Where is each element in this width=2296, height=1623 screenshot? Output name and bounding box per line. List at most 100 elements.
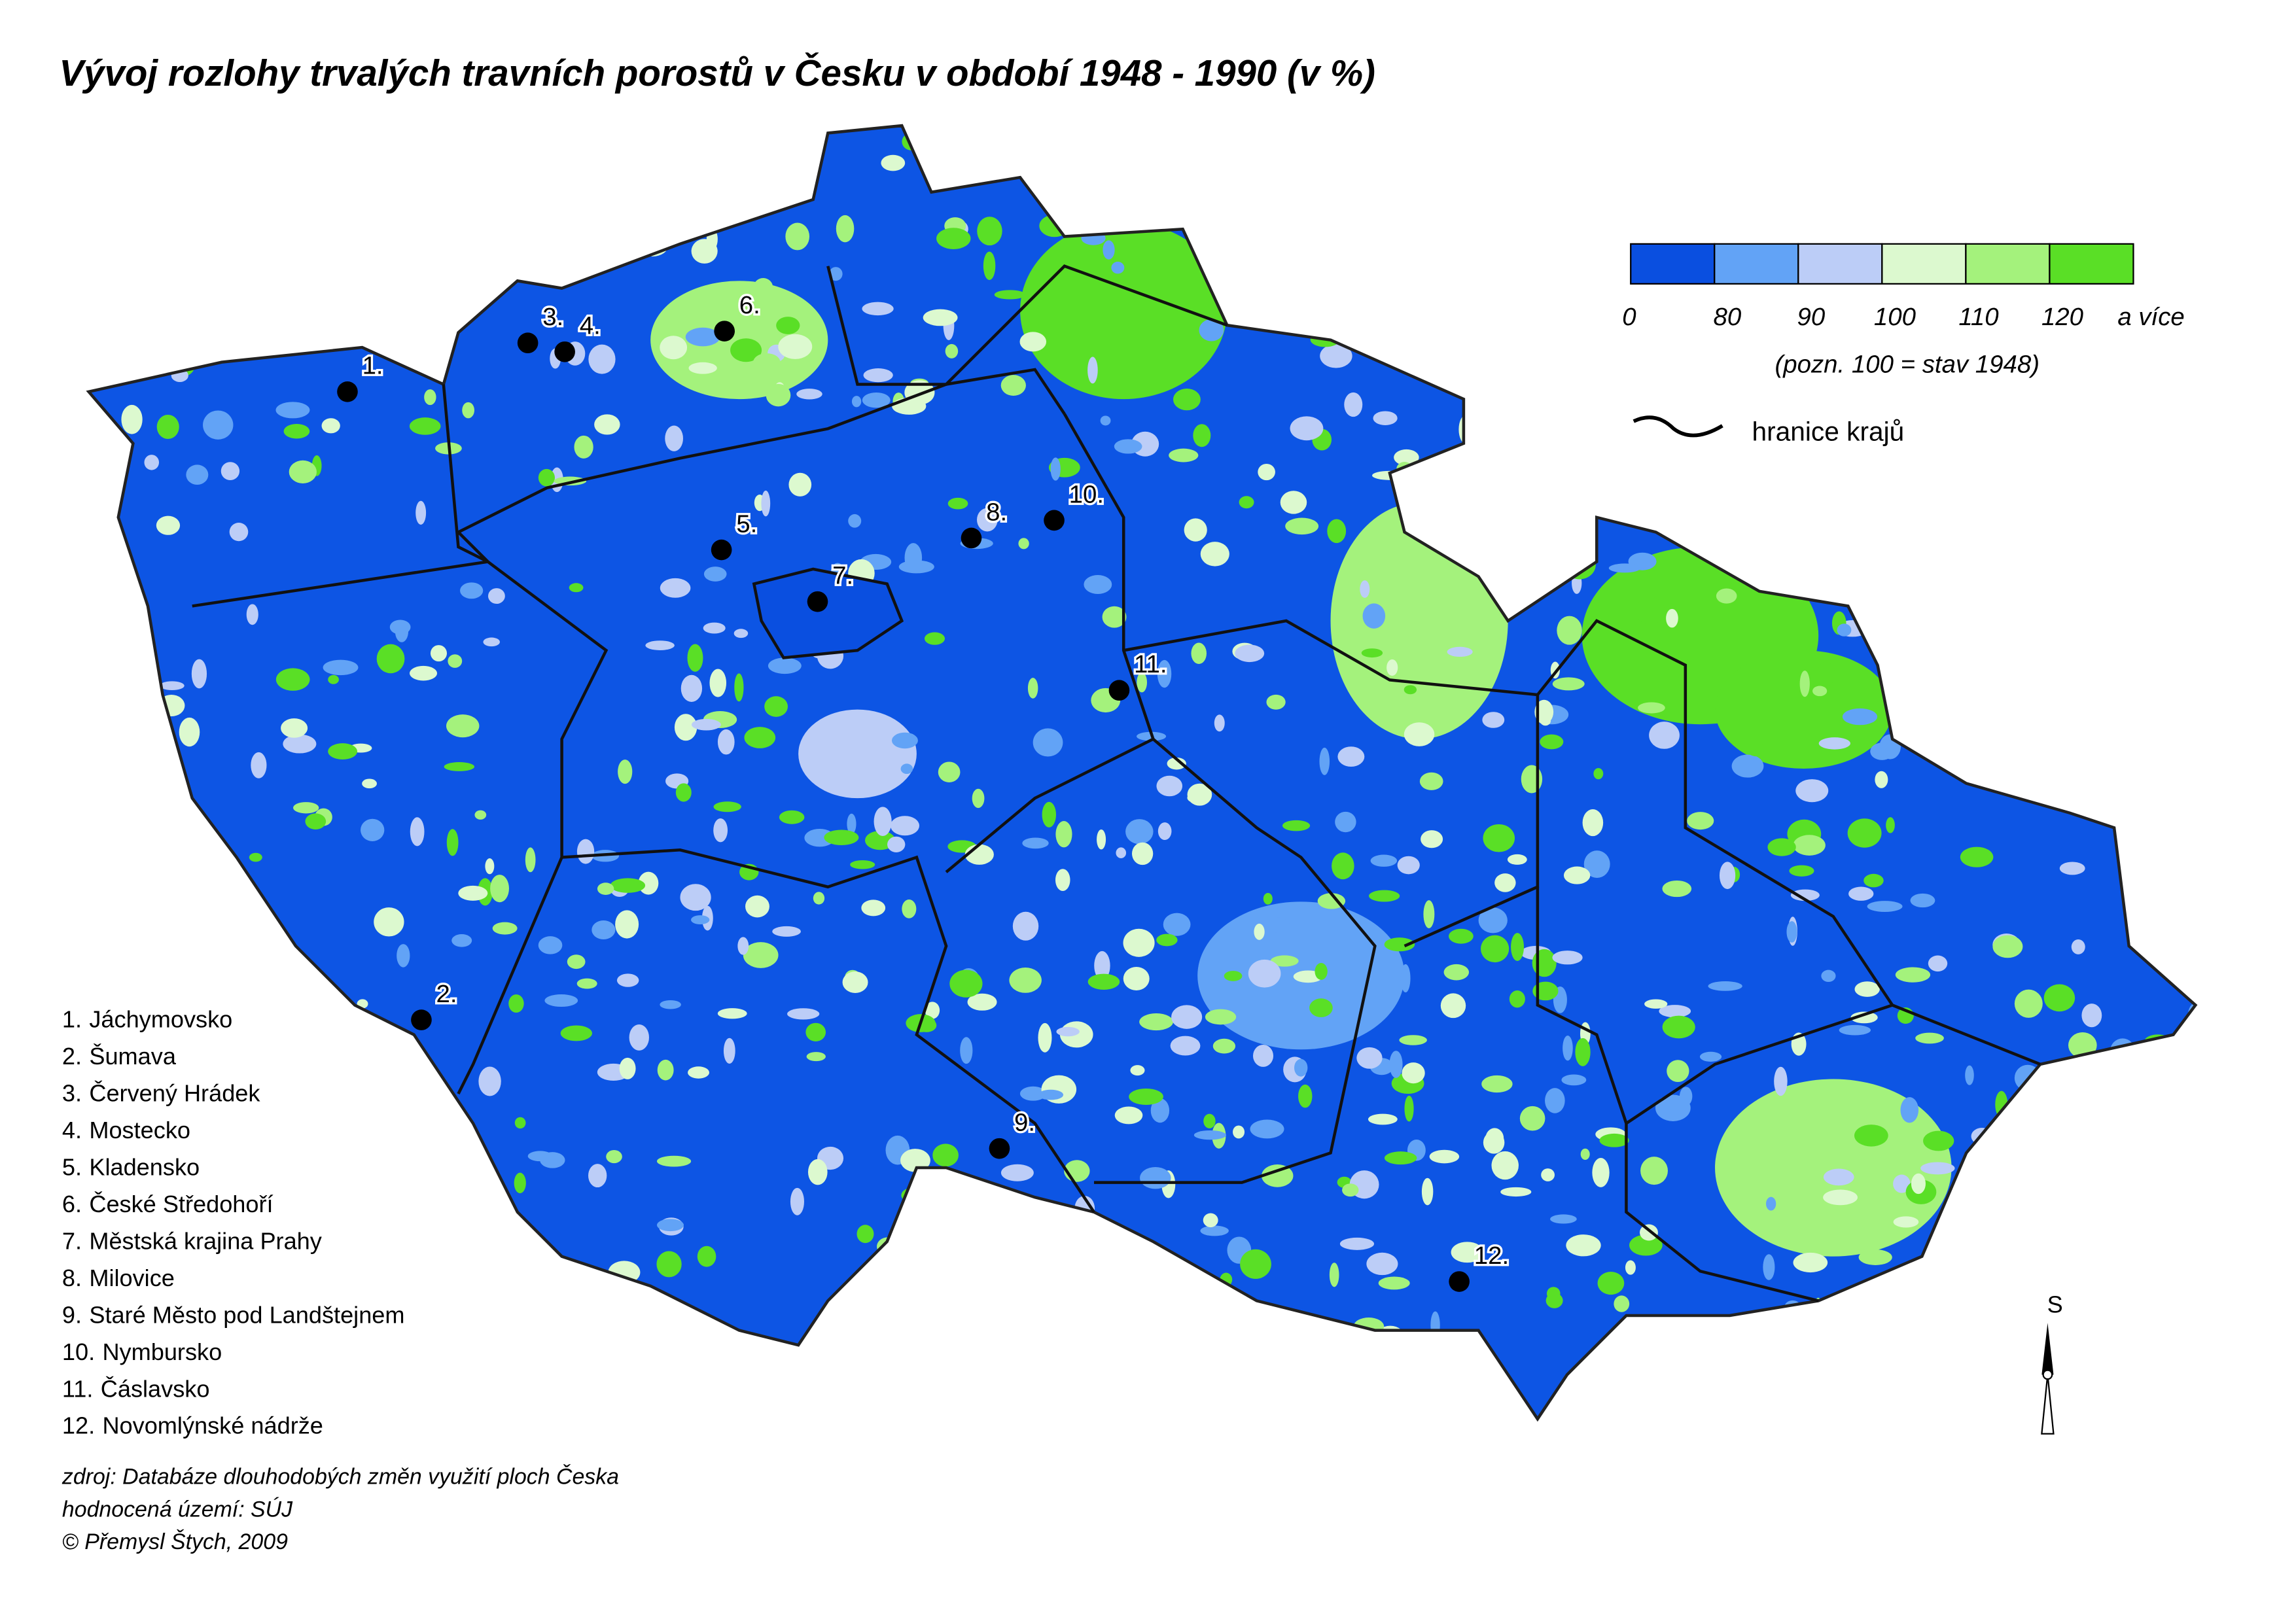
patch	[1131, 842, 1154, 865]
patch	[2063, 1147, 2089, 1171]
place-list-item: 2. Šumava	[62, 1043, 177, 1070]
patch	[1094, 951, 1110, 981]
patch	[1871, 1281, 1883, 1297]
patch	[861, 899, 886, 916]
patch	[932, 1203, 962, 1227]
patch	[305, 813, 327, 829]
patch	[691, 915, 710, 924]
patch	[927, 1284, 949, 1299]
patch	[2159, 735, 2176, 756]
patch	[569, 583, 584, 593]
patch	[688, 1066, 710, 1079]
patch	[1050, 457, 1061, 481]
patch	[161, 296, 173, 308]
place-dot	[807, 591, 828, 612]
patch	[1360, 236, 1375, 254]
patch	[1909, 427, 1922, 455]
patch	[1029, 1397, 1050, 1416]
patch	[1111, 262, 1125, 274]
patch	[2094, 468, 2105, 495]
patch	[576, 978, 597, 989]
patch	[1937, 1227, 1957, 1244]
patch	[514, 1117, 526, 1129]
patch	[1254, 923, 1265, 940]
patch	[1455, 1345, 1476, 1355]
patch	[1519, 1106, 1545, 1131]
patch	[588, 1164, 607, 1188]
patch	[644, 171, 675, 189]
patch	[371, 1384, 387, 1405]
patch	[156, 515, 181, 535]
patch	[1706, 172, 1732, 182]
patch	[660, 578, 691, 598]
patch	[1821, 969, 1836, 983]
patch	[1507, 854, 1527, 865]
patch	[733, 629, 749, 638]
patch	[2027, 1128, 2057, 1146]
patch	[1454, 338, 1466, 358]
patch	[206, 235, 224, 258]
patch	[145, 760, 164, 777]
patch	[1625, 1260, 1636, 1275]
patch	[229, 523, 249, 542]
place-number: 2.	[436, 980, 457, 1008]
patch	[734, 673, 744, 702]
patch	[2009, 1119, 2022, 1131]
place-number: 1.	[362, 352, 383, 380]
patch	[576, 839, 595, 864]
patch	[1541, 1168, 1555, 1181]
patch	[1767, 838, 1796, 856]
patch	[1491, 1151, 1519, 1180]
patch	[151, 907, 168, 934]
patch	[469, 1200, 487, 1230]
patch	[1965, 1065, 1974, 1085]
patch	[411, 1104, 434, 1133]
patch	[619, 1057, 636, 1079]
patch	[538, 468, 555, 487]
patch	[1699, 1051, 1722, 1062]
patch	[1693, 515, 1712, 526]
patch	[1022, 837, 1049, 849]
patch	[1103, 240, 1115, 260]
patch	[1687, 328, 1708, 351]
patch	[485, 858, 495, 875]
country-border	[86, 124, 2198, 1422]
patch	[1534, 699, 1554, 724]
patch	[890, 816, 920, 836]
patch	[1000, 375, 1026, 396]
patch	[2017, 175, 2035, 195]
patch	[1046, 1233, 1073, 1253]
patch	[806, 1052, 826, 1062]
patch	[166, 218, 179, 234]
place-dot	[411, 1009, 432, 1030]
patch	[1386, 659, 1398, 676]
patch	[1156, 934, 1178, 947]
patch	[1191, 642, 1207, 664]
place-list-item: 5. Kladensko	[62, 1153, 200, 1180]
patch	[203, 951, 217, 978]
patch	[936, 228, 971, 249]
patch	[1854, 981, 1880, 997]
patch	[2001, 449, 2032, 464]
patch	[1640, 1157, 1668, 1185]
patch	[1952, 131, 1964, 156]
patch	[685, 327, 720, 347]
patch	[662, 169, 694, 182]
patch	[790, 1187, 804, 1215]
patch	[2138, 714, 2155, 741]
patch	[600, 1341, 626, 1361]
patch	[112, 196, 132, 220]
patch	[1669, 465, 1699, 480]
patch	[314, 239, 327, 252]
patch	[874, 807, 892, 837]
patch	[1373, 126, 1391, 146]
patch	[1500, 1187, 1532, 1197]
patch	[1839, 573, 1867, 589]
patch	[691, 719, 721, 731]
patch	[410, 1280, 422, 1300]
patch	[871, 1382, 903, 1392]
patch	[891, 732, 918, 749]
source-line: hodnocená území: SÚJ	[62, 1497, 293, 1522]
patch	[407, 1287, 438, 1302]
patch	[1770, 379, 1803, 398]
